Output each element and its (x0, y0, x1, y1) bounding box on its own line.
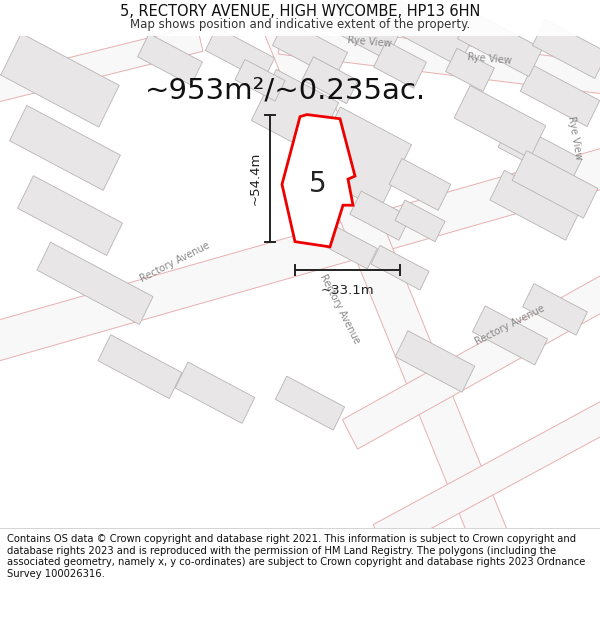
Polygon shape (0, 144, 600, 365)
Text: Rectory Avenue: Rectory Avenue (473, 303, 547, 347)
Text: Rectory Avenue: Rectory Avenue (139, 241, 211, 284)
Polygon shape (137, 34, 202, 85)
Polygon shape (472, 306, 548, 365)
Polygon shape (205, 28, 275, 81)
Polygon shape (532, 19, 600, 79)
Polygon shape (37, 242, 153, 324)
Text: Contains OS data © Crown copyright and database right 2021. This information is : Contains OS data © Crown copyright and d… (7, 534, 586, 579)
Text: 5, RECTORY AVENUE, HIGH WYCOMBE, HP13 6HN: 5, RECTORY AVENUE, HIGH WYCOMBE, HP13 6H… (120, 4, 480, 19)
Text: Rectory Avenue: Rectory Avenue (318, 273, 362, 346)
Polygon shape (272, 19, 347, 79)
Polygon shape (512, 151, 598, 218)
Text: Rye View: Rye View (347, 35, 392, 49)
Polygon shape (323, 225, 377, 269)
Polygon shape (308, 107, 412, 210)
Polygon shape (251, 69, 338, 154)
Polygon shape (454, 86, 546, 158)
Polygon shape (520, 65, 600, 126)
Polygon shape (490, 170, 580, 240)
Polygon shape (275, 376, 344, 430)
Polygon shape (395, 331, 475, 392)
Polygon shape (373, 389, 600, 552)
Polygon shape (388, 1, 472, 66)
Polygon shape (389, 158, 451, 211)
Polygon shape (0, 26, 203, 103)
Text: 5: 5 (309, 171, 327, 198)
Polygon shape (371, 246, 429, 290)
Text: ~953m²/~0.235ac.: ~953m²/~0.235ac. (145, 77, 426, 104)
Polygon shape (498, 121, 582, 185)
Polygon shape (320, 0, 400, 60)
Polygon shape (278, 23, 600, 96)
Text: Rye View: Rye View (467, 52, 512, 66)
Polygon shape (1, 33, 119, 127)
Polygon shape (395, 200, 445, 242)
Text: ~33.1m: ~33.1m (320, 284, 374, 298)
Polygon shape (282, 114, 355, 247)
Polygon shape (98, 335, 182, 399)
Polygon shape (458, 11, 542, 77)
Polygon shape (343, 263, 600, 449)
Text: ~54.4m: ~54.4m (249, 151, 262, 205)
Polygon shape (253, 0, 508, 546)
Polygon shape (10, 106, 121, 191)
Bar (0, 0, 600, 36)
Polygon shape (350, 191, 410, 240)
Polygon shape (17, 176, 122, 256)
Polygon shape (302, 57, 358, 104)
Polygon shape (235, 59, 285, 101)
Text: Rye View: Rye View (566, 115, 584, 160)
Polygon shape (446, 48, 494, 91)
Polygon shape (523, 284, 587, 335)
Polygon shape (374, 41, 427, 88)
Polygon shape (175, 362, 255, 423)
Text: Map shows position and indicative extent of the property.: Map shows position and indicative extent… (130, 18, 470, 31)
